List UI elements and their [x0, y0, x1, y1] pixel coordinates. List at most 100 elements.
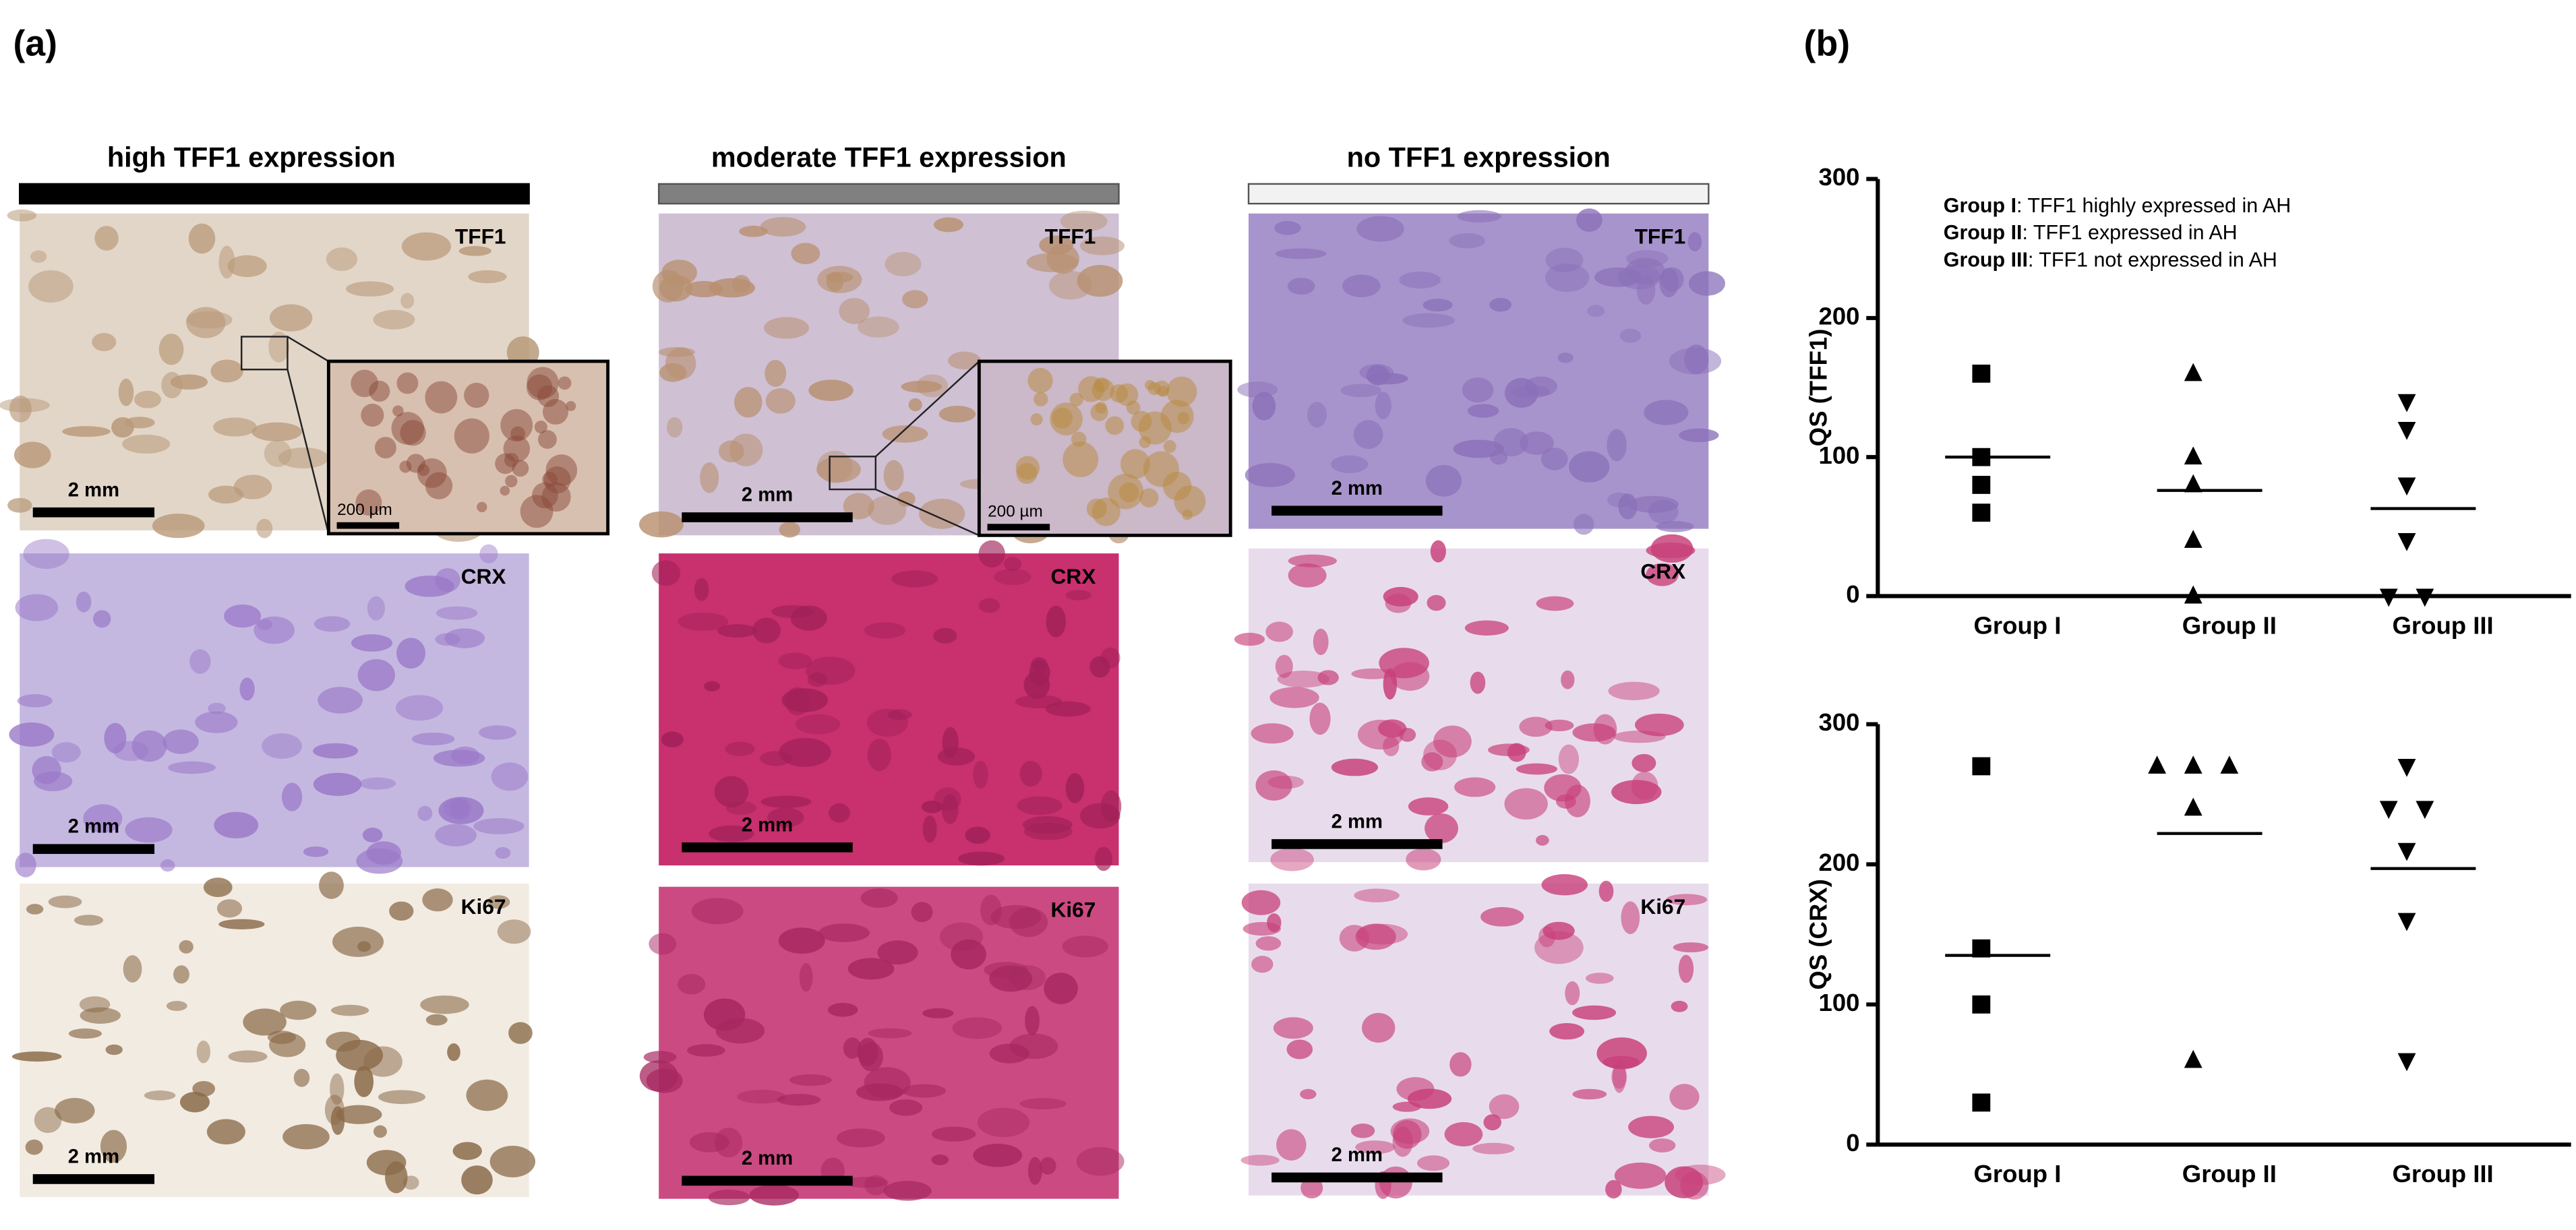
- annotation: Group III: TFF1 not expressed in AH: [1944, 248, 2277, 271]
- tissue-blob: [268, 332, 289, 363]
- annotation-text: : TFF1 not expressed in AH: [2028, 248, 2277, 271]
- point: [1972, 365, 1991, 383]
- tissue-blob: [1375, 392, 1391, 420]
- tissue-blob: [732, 274, 751, 293]
- tissue-blob: [411, 732, 455, 745]
- tissue-blob: [1340, 383, 1381, 398]
- point: [2184, 756, 2203, 774]
- tissue-blob: [1621, 901, 1640, 934]
- cell: [1174, 485, 1206, 518]
- column-header: no TFF1 expression: [1347, 142, 1611, 173]
- tissue-blob: [269, 1032, 306, 1057]
- tissue-blob: [28, 270, 73, 303]
- tissue-blob: [92, 332, 117, 352]
- annotation-bold: Group I: [1944, 194, 2016, 217]
- tissue-blob: [1519, 716, 1553, 737]
- tissue-blob: [1350, 1124, 1375, 1138]
- tissue-blob: [937, 747, 976, 766]
- tissue-blob: [666, 417, 683, 438]
- tissue-blob: [1598, 880, 1614, 902]
- cell: [1166, 376, 1197, 407]
- tissue-blob: [1462, 377, 1494, 403]
- tissue-blob: [1046, 244, 1079, 274]
- tissue-blob: [468, 270, 507, 284]
- tissue-blob: [189, 649, 211, 674]
- cell: [454, 418, 489, 454]
- point: [2184, 585, 2203, 604]
- tissue-blob: [1684, 344, 1709, 374]
- tissue-blob: [1544, 774, 1582, 802]
- tissue-blob: [400, 293, 415, 309]
- cell: [1105, 416, 1125, 435]
- tissue-blob: [651, 560, 681, 586]
- tissue-blob: [1557, 352, 1574, 363]
- tissue-blob: [1367, 373, 1408, 385]
- y-tick-label: 300: [1819, 163, 1860, 191]
- histology-image: [1234, 534, 1709, 871]
- tissue-blob: [857, 1037, 878, 1067]
- cell: [1110, 384, 1129, 403]
- tissue-blob: [436, 606, 478, 620]
- tissue-blob: [739, 225, 768, 237]
- point: [1972, 503, 1991, 522]
- tissue-blob: [351, 634, 393, 652]
- point: [1972, 939, 1991, 958]
- tissue-blob: [714, 1128, 743, 1158]
- tissue-blob: [1313, 628, 1329, 655]
- scale-bar: [1271, 1172, 1443, 1183]
- tissue-blob: [708, 1189, 750, 1206]
- tissue-blob: [737, 1089, 787, 1104]
- point: [2397, 477, 2416, 496]
- y-axis-label: QS (TFF1): [1805, 329, 1832, 447]
- scale-bar: [32, 1174, 155, 1184]
- point: [1972, 1093, 1991, 1112]
- tissue-blob: [239, 677, 255, 701]
- tissue-blob: [847, 958, 895, 980]
- tissue-blob: [1669, 1084, 1700, 1111]
- tissue-blob: [931, 1154, 949, 1165]
- stain-label: TFF1: [455, 224, 506, 249]
- inset-image: [977, 359, 1232, 537]
- cell: [417, 458, 447, 488]
- tissue-blob: [15, 853, 36, 878]
- tissue-blob: [1542, 921, 1575, 940]
- tissue-blob: [1269, 687, 1319, 708]
- tissue-blob: [717, 624, 757, 638]
- tissue-blob: [1019, 1098, 1067, 1110]
- cell: [464, 382, 489, 408]
- tissue-blob: [806, 656, 856, 685]
- cell: [1086, 498, 1107, 519]
- tissue-blob: [1025, 1006, 1040, 1036]
- tissue-blob: [1449, 1052, 1472, 1077]
- tissue-blob: [901, 380, 942, 393]
- cell: [1108, 473, 1144, 510]
- cell: [1138, 411, 1172, 445]
- tissue-blob: [1044, 973, 1078, 1004]
- tissue-blob: [1399, 271, 1441, 289]
- tissue-blob: [1019, 760, 1042, 787]
- tissue-blob: [1065, 773, 1085, 803]
- tissue-blob: [1671, 1000, 1688, 1012]
- tissue-blob: [227, 255, 267, 278]
- tissue-blob: [891, 570, 938, 588]
- scale-bar: [682, 842, 853, 853]
- tissue-blob: [1362, 1012, 1396, 1043]
- tissue-blob: [1605, 1179, 1622, 1199]
- tissue-blob: [192, 1080, 216, 1097]
- tissue-blob: [952, 1017, 1002, 1039]
- tissue-blob: [1317, 670, 1339, 685]
- tissue-blob: [330, 1073, 345, 1105]
- cell: [396, 372, 419, 394]
- y-tick-label: 0: [1846, 580, 1859, 608]
- tissue-blob: [1688, 271, 1725, 296]
- tissue-blob: [123, 955, 142, 983]
- tissue-blob: [765, 388, 796, 414]
- stain-label: CRX: [1051, 564, 1096, 588]
- tissue-blob: [933, 627, 957, 644]
- cell: [374, 437, 396, 459]
- tissue-blob: [1433, 725, 1472, 758]
- x-tick-label: Group III: [2392, 1160, 2493, 1188]
- tissue-blob: [864, 622, 906, 639]
- tissue-blob: [144, 1090, 176, 1101]
- tissue-blob: [461, 1165, 493, 1195]
